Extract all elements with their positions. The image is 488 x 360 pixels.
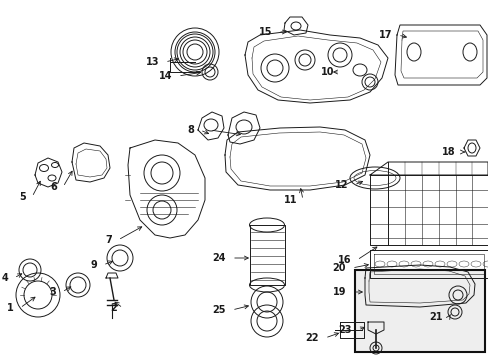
Text: 13: 13 — [145, 57, 159, 67]
Text: 24: 24 — [212, 253, 225, 263]
Text: 21: 21 — [428, 312, 442, 322]
Text: 14: 14 — [158, 71, 172, 81]
Text: 16: 16 — [337, 255, 350, 265]
Bar — [354, 270, 484, 352]
Text: 18: 18 — [442, 147, 455, 157]
Text: 15: 15 — [258, 27, 271, 37]
Text: 25: 25 — [212, 305, 225, 315]
Text: 1: 1 — [7, 303, 14, 313]
Text: 19: 19 — [332, 287, 346, 297]
Text: 12: 12 — [334, 180, 347, 190]
Text: 11: 11 — [283, 195, 296, 205]
Text: 23: 23 — [338, 325, 351, 335]
Text: 3: 3 — [49, 287, 56, 297]
Text: 9: 9 — [90, 260, 97, 270]
Text: 17: 17 — [378, 30, 391, 40]
Text: 8: 8 — [187, 125, 194, 135]
Text: 22: 22 — [305, 333, 318, 343]
Text: 10: 10 — [320, 67, 333, 77]
Text: 20: 20 — [332, 263, 346, 273]
Text: 7: 7 — [105, 235, 112, 245]
Text: 5: 5 — [19, 192, 26, 202]
Text: 4: 4 — [1, 273, 8, 283]
Text: 2: 2 — [110, 303, 117, 313]
Text: 6: 6 — [50, 182, 57, 192]
